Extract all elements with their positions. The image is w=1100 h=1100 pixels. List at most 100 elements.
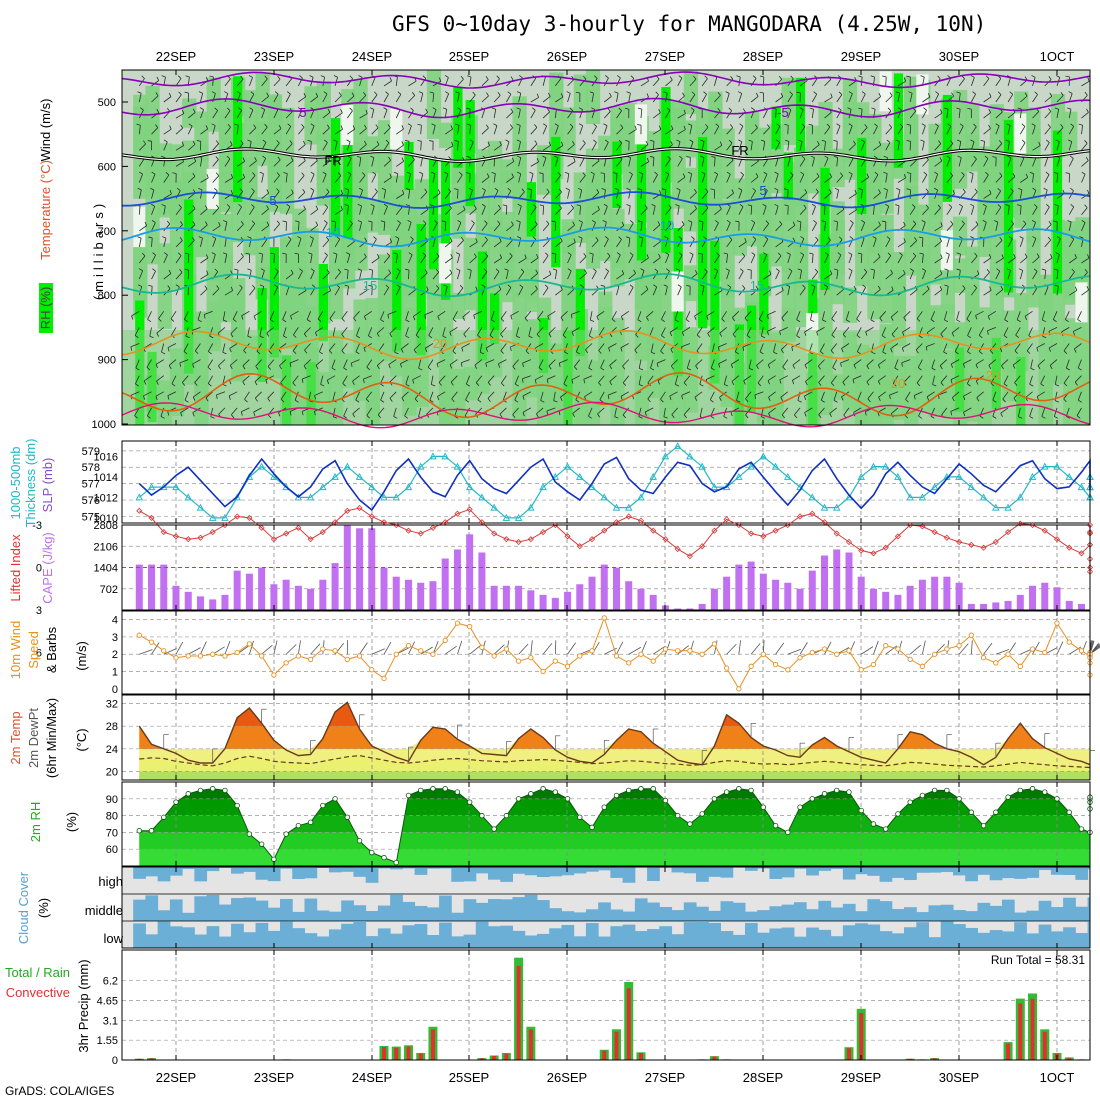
wind-barb-flag bbox=[427, 366, 432, 371]
wind-barb-flag bbox=[923, 171, 928, 175]
wind-barb-flag bbox=[563, 383, 568, 387]
wind-10m-barb bbox=[408, 641, 415, 655]
wind-barb-flag bbox=[667, 155, 671, 160]
wind-speed-point bbox=[919, 663, 926, 669]
wind-barb bbox=[158, 311, 165, 319]
cape-bar bbox=[723, 576, 731, 610]
wind-barb bbox=[469, 76, 472, 86]
wind-barb bbox=[230, 359, 238, 366]
wind-barb bbox=[290, 310, 299, 317]
wind-barb-flag bbox=[262, 155, 266, 159]
wind-barb-flag bbox=[681, 332, 685, 337]
wind-barb-flag bbox=[467, 268, 472, 271]
rh-mid-cell bbox=[769, 199, 784, 267]
wind-barb bbox=[420, 141, 422, 151]
wind-barb-flag bbox=[1034, 91, 1038, 95]
wind-barb-flag bbox=[862, 284, 866, 288]
wind-barb-flag bbox=[376, 141, 380, 146]
wind-barb-flag bbox=[320, 384, 325, 387]
wind-barb-flag bbox=[638, 416, 643, 419]
wind-barb-flag bbox=[494, 187, 499, 191]
wind-barb-flag bbox=[1085, 156, 1089, 161]
wind-barb bbox=[255, 391, 262, 399]
wind-barb bbox=[314, 391, 323, 396]
wind-barb-flag bbox=[654, 268, 659, 272]
wind-10m-barb bbox=[824, 641, 832, 655]
wind-barb-flag bbox=[326, 188, 330, 193]
wind-barb-flag bbox=[889, 92, 893, 96]
cloud-low-cell bbox=[341, 923, 354, 948]
wind-barb-flag bbox=[254, 397, 258, 402]
wind-barb-flag bbox=[206, 174, 209, 179]
wind-barb bbox=[934, 207, 941, 215]
rh-tick-label: 90 bbox=[106, 794, 118, 806]
wind-barb-flag bbox=[1006, 268, 1011, 271]
wind-barb-flag bbox=[605, 268, 609, 272]
wind-barb-flag bbox=[838, 236, 843, 240]
rh-point bbox=[797, 804, 803, 810]
wind-barb bbox=[689, 173, 693, 183]
wind-barb bbox=[322, 127, 330, 135]
wind-barb bbox=[745, 391, 752, 400]
wind-barb bbox=[796, 327, 801, 336]
wind-barb-flag bbox=[466, 107, 471, 110]
wind-barb-flag bbox=[955, 351, 959, 355]
rh-dry-cell bbox=[634, 104, 648, 145]
wind-barb bbox=[187, 144, 196, 151]
wind-barb-flag bbox=[1070, 204, 1074, 208]
slp-marker bbox=[380, 493, 388, 501]
wind-barb-flag bbox=[460, 362, 463, 367]
wind-barb bbox=[1081, 143, 1088, 151]
wind-barb bbox=[710, 359, 715, 369]
cape-bar bbox=[564, 591, 572, 610]
wind-speed-point bbox=[956, 642, 962, 649]
wind-barb-flag bbox=[457, 107, 462, 111]
wind-barb-flag bbox=[755, 92, 759, 97]
cloud-high-cell bbox=[549, 867, 562, 877]
li-marker bbox=[943, 534, 950, 541]
wind-barb bbox=[596, 310, 605, 317]
wind-barb-flag bbox=[605, 236, 609, 240]
wind-barb bbox=[734, 343, 740, 352]
wind-barb bbox=[640, 207, 648, 215]
wind-barb bbox=[359, 113, 368, 119]
wind-barb-flag bbox=[266, 332, 270, 337]
wind-barb-flag bbox=[450, 381, 454, 386]
wind-barb-flag bbox=[242, 365, 246, 370]
cloud-high-cell bbox=[647, 867, 660, 882]
bottom-date-label: 23SEP bbox=[254, 1070, 294, 1085]
wind-barb bbox=[677, 254, 683, 264]
wind-barb bbox=[383, 160, 391, 167]
wind-speed-point bbox=[577, 653, 583, 659]
rh-point bbox=[271, 856, 277, 862]
wind-barb bbox=[273, 128, 282, 135]
wind-barb-flag bbox=[718, 363, 721, 368]
wind-barb-flag bbox=[331, 367, 336, 371]
wind-barb bbox=[218, 407, 226, 415]
wind-barb-flag bbox=[661, 319, 665, 323]
wind-barb-flag bbox=[169, 125, 172, 130]
cloud-low-cell bbox=[598, 936, 611, 948]
wind-barb-flag bbox=[283, 335, 288, 339]
wind-barb-flag bbox=[253, 315, 256, 320]
wind-barb bbox=[534, 375, 544, 381]
wind-barb bbox=[415, 327, 422, 336]
cloud-high-cell bbox=[696, 867, 709, 882]
wind-barb-flag bbox=[590, 171, 595, 175]
wind-barb bbox=[750, 190, 756, 199]
wind-barb bbox=[665, 223, 672, 232]
wind-barb-flag bbox=[741, 252, 746, 257]
wind-barb bbox=[736, 391, 740, 401]
cloud-middle-cell bbox=[133, 899, 146, 921]
rh-high-cell bbox=[318, 263, 328, 342]
wind-10m-barb bbox=[970, 640, 973, 655]
wind-barb-flag bbox=[166, 220, 171, 225]
wind-barb-flag bbox=[767, 331, 769, 336]
rh-mid-cell bbox=[965, 103, 980, 172]
cape-bar bbox=[576, 584, 584, 610]
wind-barb-flag bbox=[290, 315, 293, 320]
rh-mid-cell bbox=[683, 265, 699, 302]
wind-barb-flag bbox=[992, 416, 997, 419]
wind-barb bbox=[282, 327, 287, 337]
wind-barb-flag bbox=[918, 236, 923, 239]
